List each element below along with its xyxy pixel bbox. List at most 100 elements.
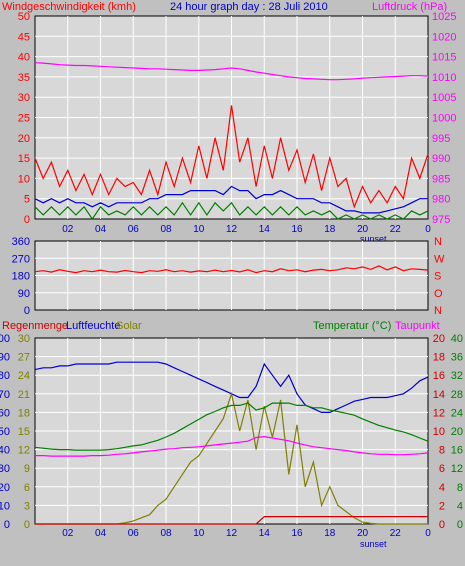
climate-series: [34, 361, 429, 525]
wind-direction-tick-label: 0: [24, 305, 30, 317]
rain-tick-label: 0: [439, 519, 445, 531]
humidity-tick-label: 70: [0, 389, 10, 401]
series-line-windgeschwindigkeit-kmh: [34, 105, 429, 209]
wind-direction-grid: [35, 241, 428, 310]
time-tick-label: 04: [95, 528, 107, 539]
temperature-tick-label: 12: [451, 463, 463, 475]
solar-tick-label: 18: [18, 407, 30, 419]
humidity-tick-label: 90: [0, 352, 10, 364]
pressure-tick-label: 995: [432, 133, 450, 145]
solar-tick-label: 27: [18, 352, 30, 364]
wind-pressure-grid: [35, 16, 428, 219]
wind-speed-label: Windgeschwindigkeit (kmh): [2, 1, 136, 13]
pressure-tick-label: 1005: [432, 92, 456, 104]
temperature-tick-label: 4: [457, 500, 463, 512]
pressure-tick-label: 1025: [432, 11, 456, 23]
humidity-tick-label: 0: [4, 519, 10, 531]
time-tick-label: 04: [95, 224, 107, 235]
temperature-tick-label: 28: [451, 389, 463, 401]
wind-speed-axis-ticks: 0 5 10 15 20 25 30 35 40 45 50: [18, 11, 30, 226]
series-line-wind-average: [34, 185, 428, 214]
series-line-regenmenge: [35, 515, 428, 525]
time-tick-label: 22: [390, 224, 402, 235]
rain-tick-label: 4: [439, 482, 445, 494]
humidity-tick-label: 10: [0, 500, 10, 512]
pressure-axis-ticks: 975 980 985 990 995 1000 1005 1010 1015 1020 1025: [432, 11, 456, 226]
time-tick-label: 08: [160, 224, 172, 235]
solar-tick-label: 6: [24, 482, 30, 494]
rain-label: Regenmenge: [2, 320, 68, 332]
time-tick-label: 12: [226, 224, 238, 235]
rain-tick-label: 16: [433, 370, 445, 382]
pressure-tick-label: 1000: [432, 113, 456, 125]
humidity-label: Luftfeuchte: [66, 320, 120, 332]
wind-direction-axis-ticks: 0 90 180 270 360: [12, 236, 30, 317]
solar-tick-label: 12: [18, 445, 30, 457]
time-tick-label: 0: [425, 224, 431, 235]
climate-time-axis-ticks: 02 04 06 08 10 12 14 16 18 20 22 0: [62, 528, 431, 539]
wind-speed-tick-label: 35: [18, 72, 30, 84]
time-tick-label: 18: [324, 528, 336, 539]
pressure-tick-label: 990: [432, 153, 450, 165]
wind-speed-tick-label: 0: [24, 214, 30, 226]
wind-speed-tick-label: 15: [18, 153, 30, 165]
time-tick-label: 10: [193, 528, 205, 539]
time-tick-label: 08: [160, 528, 172, 539]
series-line-luftdruck-hpa: [34, 62, 429, 81]
solar-tick-label: 0: [24, 519, 30, 531]
compass-direction-label: N: [434, 236, 442, 248]
humidity-tick-label: 50: [0, 426, 10, 438]
pressure-label: Luftdruck (hPa): [372, 1, 447, 13]
temperature-tick-label: 40: [451, 333, 463, 345]
time-tick-label: 14: [259, 224, 271, 235]
wind-speed-tick-label: 5: [24, 194, 30, 206]
temperature-tick-label: 8: [457, 482, 463, 494]
rain-tick-label: 12: [433, 407, 445, 419]
solar-tick-label: 21: [18, 389, 30, 401]
compass-direction-label: N: [434, 305, 442, 317]
time-tick-label: 22: [390, 528, 402, 539]
pressure-tick-label: 1015: [432, 52, 456, 64]
temperature-label: Temperatur (°C): [313, 320, 391, 332]
wind-speed-tick-label: 45: [18, 31, 30, 43]
solar-label: Solar: [116, 320, 142, 332]
humidity-tick-label: 40: [0, 445, 10, 457]
wind-speed-tick-label: 20: [18, 133, 30, 145]
humidity-tick-label: 100: [0, 333, 10, 345]
time-tick-label: 20: [357, 224, 369, 235]
rain-tick-label: 14: [433, 389, 445, 401]
compass-direction-label: S: [434, 271, 441, 283]
humidity-tick-label: 20: [0, 482, 10, 494]
rain-tick-label: 2: [439, 500, 445, 512]
time-tick-label: 06: [128, 224, 140, 235]
time-tick-label: 0: [425, 528, 431, 539]
wind-direction-tick-label: 270: [12, 253, 30, 265]
humidity-tick-label: 80: [0, 370, 10, 382]
humidity-tick-label: 30: [0, 463, 10, 475]
humidity-tick-label: 60: [0, 407, 10, 419]
time-axis-ticks: 02 04 06 08 10 12 14 16 18 20 22 0: [62, 224, 431, 235]
solar-tick-label: 30: [18, 333, 30, 345]
wind-direction-tick-label: 180: [12, 271, 30, 283]
wind-speed-tick-label: 40: [18, 52, 30, 64]
temperature-tick-label: 0: [457, 519, 463, 531]
climate-axis-ticks: 0102030405060708090100036912151821242730…: [0, 333, 463, 531]
time-tick-label: 06: [128, 528, 140, 539]
pressure-tick-label: 980: [432, 194, 450, 206]
temperature-tick-label: 24: [451, 407, 463, 419]
time-tick-label: 16: [291, 224, 303, 235]
time-tick-label: 14: [259, 528, 271, 539]
compass-direction-label: O: [434, 288, 443, 300]
sunset-label: sunset: [360, 539, 387, 549]
pressure-tick-label: 975: [432, 214, 450, 226]
wind-pressure-series: [34, 62, 429, 221]
rain-tick-label: 8: [439, 445, 445, 457]
solar-tick-label: 15: [18, 426, 30, 438]
series-line-windrichtung: [34, 265, 429, 274]
series-line-taupunkt: [35, 435, 429, 457]
wind-speed-tick-label: 10: [18, 173, 30, 185]
time-tick-label: 16: [291, 528, 303, 539]
rain-tick-label: 6: [439, 463, 445, 475]
time-tick-label: 10: [193, 224, 205, 235]
